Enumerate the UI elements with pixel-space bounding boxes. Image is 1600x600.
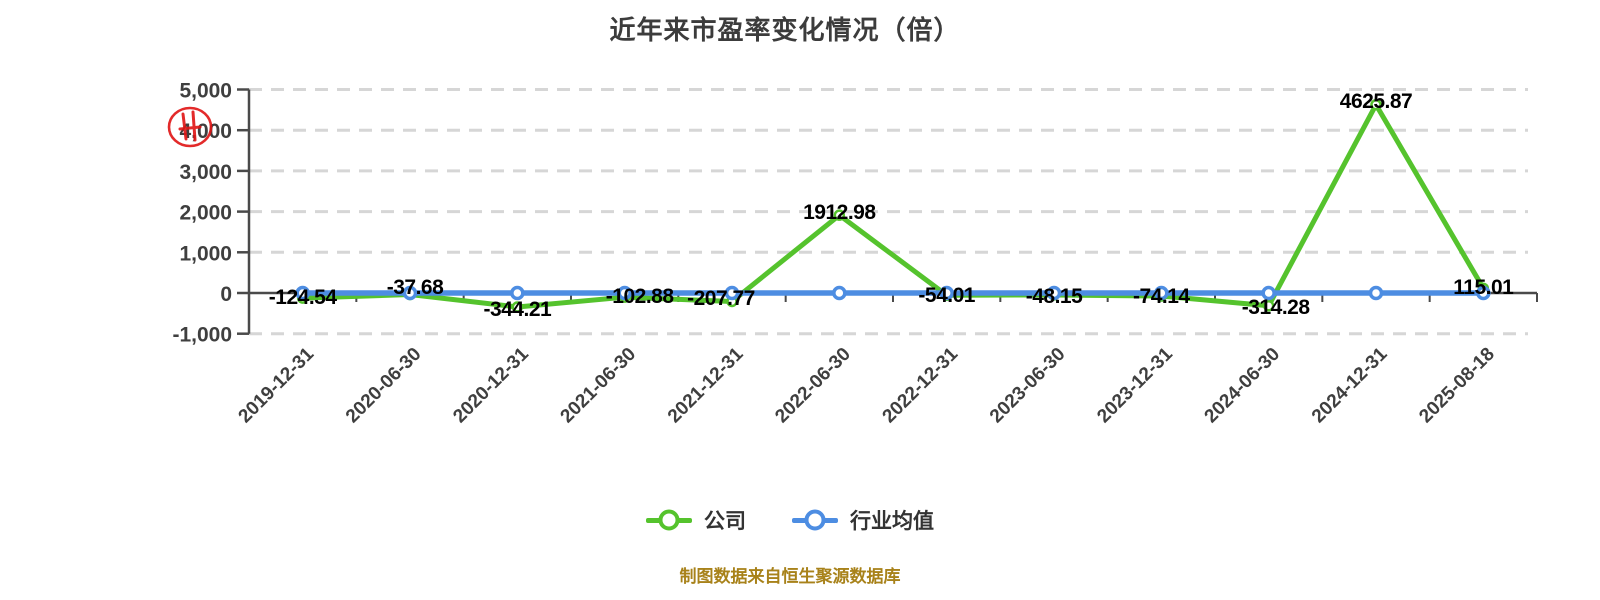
legend-industry-label: 行业均值 [850, 510, 934, 533]
industry-data-point[interactable] [402, 285, 418, 301]
company-value-label: -102.88 [606, 285, 675, 308]
company-value-label: 1912.98 [803, 201, 876, 224]
company-swatch-dot-icon [658, 509, 680, 531]
x-axis-label: 2020-06-30 [342, 344, 426, 428]
industry-swatch-dot-icon [804, 509, 826, 531]
x-axis-label: 2020-12-31 [449, 343, 533, 427]
company-value-label: 4625.87 [1340, 90, 1412, 113]
red-stamp-stroke [181, 112, 188, 141]
legend-company-label: 公司 [704, 510, 746, 533]
legend-item-industry[interactable]: 行业均值 [792, 505, 934, 535]
x-axis-label: 2019-12-31 [235, 343, 319, 427]
company-data-point[interactable] [1370, 98, 1382, 111]
company-value-label: -37.68 [387, 276, 444, 299]
y-axis-tick-label: 1,000 [179, 242, 232, 265]
red-stamp-stroke [191, 110, 197, 142]
industry-data-point[interactable] [1476, 285, 1491, 301]
industry-data-point[interactable] [1368, 285, 1384, 301]
red-stamp-stroke [167, 106, 213, 148]
company-data-point[interactable] [1262, 300, 1275, 312]
company-series-swatch [646, 509, 692, 531]
industry-data-point[interactable] [939, 285, 954, 301]
x-axis-label: 2025-08-18 [1415, 344, 1499, 428]
company-value-label: 115.01 [1453, 276, 1514, 299]
y-axis-tick-label: 3,000 [179, 161, 232, 184]
legend-item-company[interactable]: 公司 [646, 505, 746, 535]
x-axis-label: 2021-06-30 [557, 344, 641, 428]
x-axis-label: 2021-12-31 [664, 343, 748, 427]
company-value-label: -314.28 [1242, 296, 1311, 319]
company-value-label: -48.15 [1026, 285, 1083, 308]
x-axis-label: 2022-12-31 [879, 343, 963, 427]
x-axis-label: 2024-06-30 [1201, 344, 1285, 428]
y-axis-tick-label: 2,000 [179, 202, 232, 225]
company-value-label: -344.21 [483, 298, 552, 321]
company-value-label: -54.01 [918, 284, 975, 307]
company-value-label: -207.77 [687, 287, 755, 310]
industry-data-point[interactable] [1261, 285, 1276, 301]
y-axis-tick-label: -1,000 [172, 324, 232, 347]
chart-title: 近年来市盈率变化情况（倍） [609, 15, 961, 45]
legend: 公司 行业均值 [0, 505, 1580, 535]
industry-data-point[interactable] [1046, 285, 1062, 301]
x-axis-label: 2023-06-30 [986, 344, 1070, 428]
x-axis-label: 2024-12-31 [1308, 343, 1392, 427]
industry-data-point[interactable] [617, 285, 632, 301]
industry-data-point[interactable] [510, 285, 525, 301]
company-data-point[interactable] [511, 301, 524, 313]
y-axis-tick-label: 5,000 [179, 80, 232, 103]
red-stamp-annotation-icon [167, 106, 213, 148]
company-line [300, 102, 1486, 310]
company-data-point[interactable] [833, 209, 846, 221]
industry-data-point[interactable] [1154, 285, 1169, 301]
company-value-label: -124.54 [269, 286, 338, 309]
x-axis-label: 2023-12-31 [1093, 343, 1177, 427]
industry-series-swatch [792, 509, 838, 531]
industry-data-point[interactable] [724, 285, 740, 301]
industry-data-point[interactable] [295, 285, 310, 301]
data-source-note: 制图数据来自恒生聚源数据库 [679, 567, 901, 586]
industry-data-point[interactable] [832, 285, 847, 301]
company-value-label: -74.14 [1133, 285, 1190, 308]
red-stamp-stroke [178, 125, 202, 131]
y-axis-tick-label: 0 [220, 283, 232, 306]
x-axis-label: 2022-06-30 [771, 344, 855, 428]
